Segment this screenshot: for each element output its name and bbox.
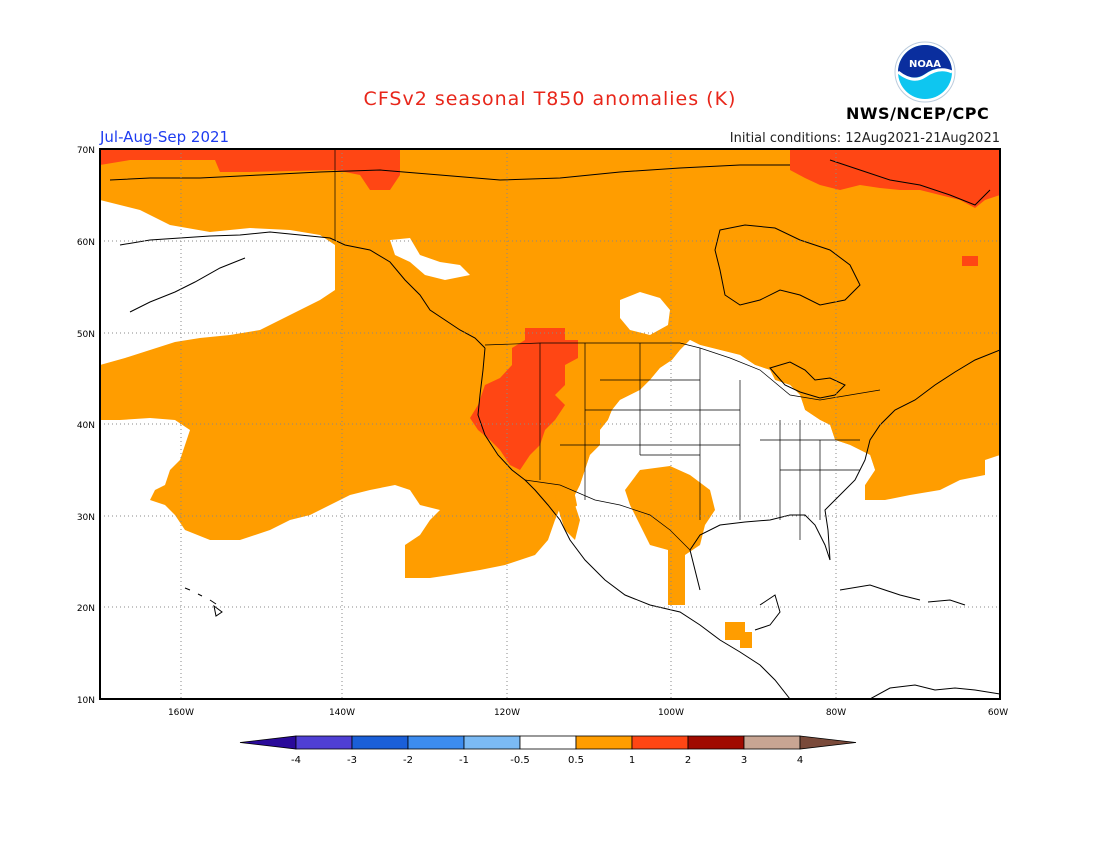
lat-label: 70N [77,146,95,156]
colorbar-bin [351,735,409,750]
anomaly-region-1to2-labrador [962,256,978,266]
colorbar-label: -0.5 [510,755,530,766]
colorbar-bin [407,735,465,750]
noaa-logo: NOAA [894,41,956,103]
coastline-baffin [829,159,991,206]
lon-label: 100W [658,708,684,718]
coastline-east [824,349,1000,561]
lat-label: 20N [77,604,95,614]
coastline-south-america [869,684,1000,699]
colorbar-label: -3 [347,755,357,766]
great-lakes [769,361,846,399]
colorbar-bin [519,735,577,750]
colorbar-label: -2 [403,755,413,766]
lon-label: 140W [329,708,355,718]
colorbar [239,735,857,750]
agency-label: NWS/NCEP/CPC [846,104,990,123]
anomaly-region-central-america [725,622,752,648]
colorbar-label: 4 [797,755,803,766]
anomaly-region-baja [555,495,580,540]
colorbar-bin [575,735,633,750]
colorbar-bin [463,735,521,750]
lon-label: 60W [988,708,1008,718]
neutral-region-yukon [390,238,470,280]
coastline-yucatan [754,594,781,631]
colorbar-bin [295,735,353,750]
colorbar-label: 3 [741,755,747,766]
anomaly-region-texas [625,466,715,605]
coastline-alaska [119,231,486,349]
political-borders [334,149,881,551]
lat-label: 30N [77,513,95,523]
lon-label: 160W [168,708,194,718]
lat-label: 40N [77,421,95,431]
anomaly-region-1to2-west-us [470,328,578,470]
hawaii-islands [184,587,223,617]
map-frame [99,148,1001,700]
colorbar-bin [743,735,801,750]
anomaly-region-1to2-arctic-west [100,149,400,190]
longitude-labels: 160W 140W 120W 100W 80W 60W [168,708,1008,718]
lat-label: 50N [77,330,95,340]
anomaly-fields [100,149,1000,699]
map-title: CFSv2 seasonal T850 anomalies (K) [363,88,737,110]
us-canada-border [484,342,881,401]
coastline-west [477,347,791,699]
cuba-coast [839,584,921,601]
lon-label: 80W [826,708,846,718]
lat-label: 60N [77,238,95,248]
latitude-labels: 70N 60N 50N 40N 30N 20N 10N [77,146,95,706]
colorbar-label: 2 [685,755,691,766]
coastline-gulf [689,514,831,591]
us-mexico-border [524,479,691,551]
coastline-alaska-peninsula [129,257,246,313]
us-state-lines [539,343,860,540]
lat-label: 10N [77,696,95,706]
coastline-arctic [109,164,790,181]
coastlines [109,159,1000,699]
lon-label: 120W [494,708,520,718]
colorbar-label: 1 [629,755,635,766]
season-label: Jul-Aug-Sep 2021 [100,128,230,146]
colorbar-bin [631,735,689,750]
logo-text: NOAA [909,59,941,70]
neutral-region-hudson [620,292,670,335]
colorbar-bin [687,735,745,750]
hispaniola-coast [927,599,966,606]
colorbar-labels: -4 -3 -2 -1 -0.5 0.5 1 2 3 4 [291,755,803,766]
colorbar-label: 0.5 [568,755,584,766]
colorbar-label: -4 [291,755,301,766]
coastline-hudson-bay [714,224,861,306]
neutral-region-east-us [560,340,885,699]
initial-conditions-label: Initial conditions: 12Aug2021-21Aug2021 [729,131,1000,146]
colorbar-bin [799,735,857,750]
colorbar-bin [239,735,297,750]
colorbar-label: -1 [459,755,469,766]
